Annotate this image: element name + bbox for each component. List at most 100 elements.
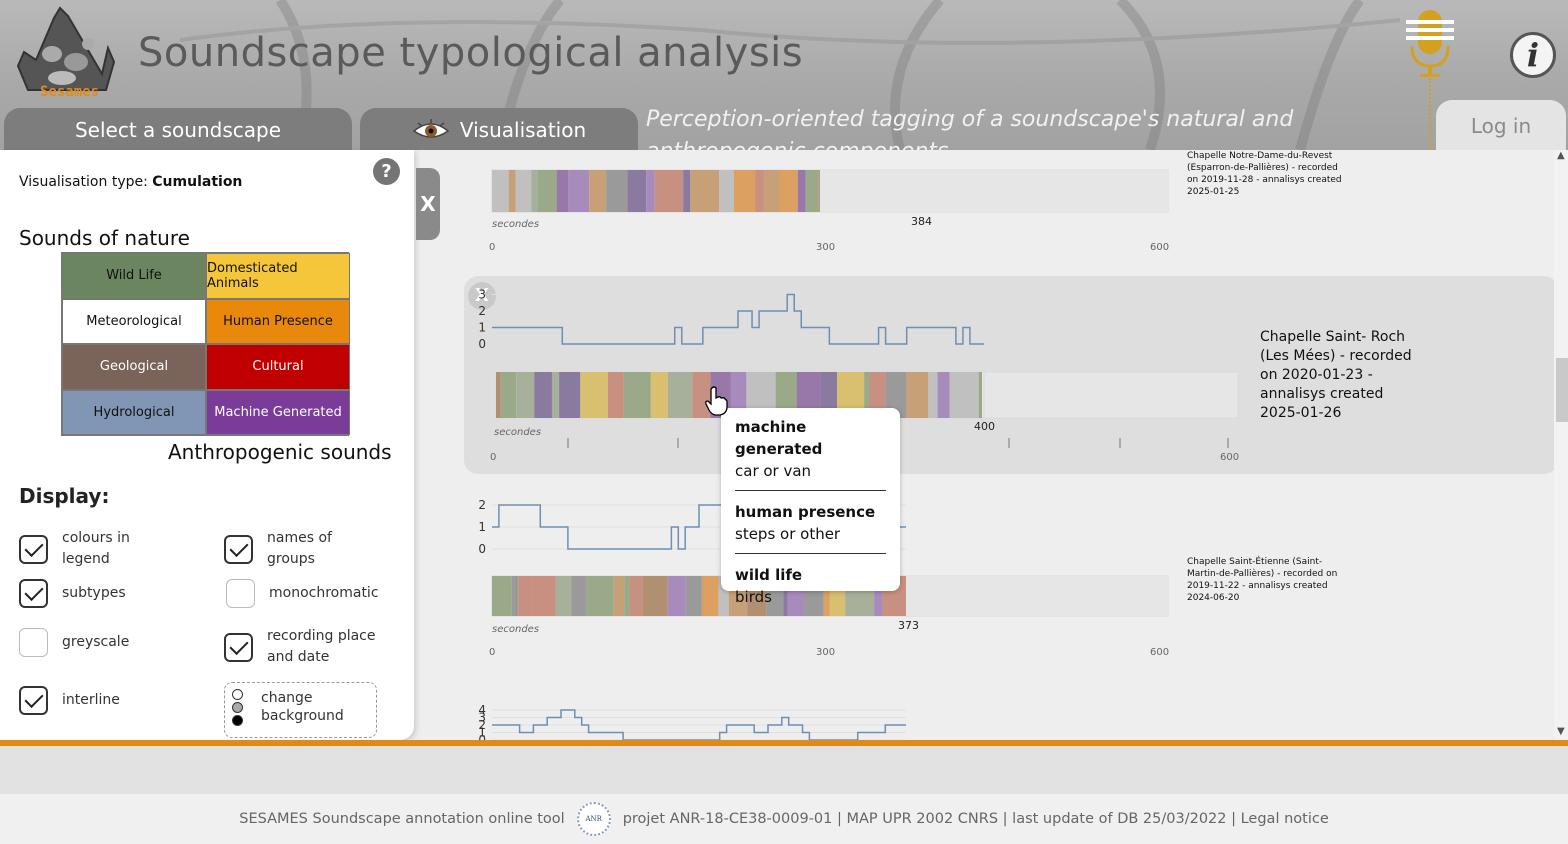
segment-bar[interactable] xyxy=(885,372,907,418)
recording-end-label: 400 xyxy=(974,420,995,433)
checkbox[interactable] xyxy=(19,534,48,564)
segment-bar[interactable] xyxy=(627,170,647,212)
login-button[interactable]: Log in xyxy=(1436,100,1566,150)
remove-recording-button[interactable]: X xyxy=(468,282,496,310)
segment-bar[interactable] xyxy=(775,372,797,418)
segment-bar[interactable] xyxy=(874,576,883,616)
segment-bar[interactable] xyxy=(629,576,643,616)
segment-bar[interactable] xyxy=(692,372,711,418)
segment-bar[interactable] xyxy=(667,372,693,418)
segment-bar[interactable] xyxy=(978,372,982,418)
info-button[interactable]: i xyxy=(1510,32,1556,78)
recording-caption: Chapelle Notre-Dame-du-Revest (Esparron-… xyxy=(1187,151,1342,197)
segment-bar[interactable] xyxy=(642,576,668,616)
checkbox[interactable] xyxy=(19,686,48,715)
segment-bar[interactable] xyxy=(531,576,556,616)
segment-bar[interactable] xyxy=(537,170,557,212)
segment-bar[interactable] xyxy=(650,372,668,418)
option-names-of-groups[interactable]: names of groups xyxy=(224,528,357,570)
segment-bar[interactable] xyxy=(568,170,590,212)
legend-item: Domesticated Animals xyxy=(206,253,350,299)
legend-item: Machine Generated xyxy=(206,389,350,435)
segment-bar[interactable] xyxy=(937,372,950,418)
segment-bar[interactable] xyxy=(511,576,519,616)
segment-bar[interactable] xyxy=(654,170,684,212)
segment-bar[interactable] xyxy=(500,372,517,418)
segment-bar[interactable] xyxy=(820,372,838,418)
segment-bar[interactable] xyxy=(730,372,747,418)
segment-bar[interactable] xyxy=(685,576,702,616)
help-button[interactable]: ? xyxy=(373,158,400,185)
segment-bar[interactable] xyxy=(531,170,538,212)
checkbox[interactable] xyxy=(226,579,255,608)
microphone-menu-icon[interactable] xyxy=(1404,8,1456,80)
segment-bar[interactable] xyxy=(734,170,756,212)
tab-visualisation[interactable]: Visualisation xyxy=(360,108,638,150)
segment-bar[interactable] xyxy=(492,170,509,212)
segment-bar[interactable] xyxy=(534,372,552,418)
scroll-up-arrow[interactable]: ▲ xyxy=(1557,150,1565,161)
checkbox[interactable] xyxy=(19,579,48,608)
checkbox[interactable] xyxy=(224,534,253,564)
segment-bar[interactable] xyxy=(823,576,830,616)
segment-bar[interactable] xyxy=(556,170,569,212)
segment-bar[interactable] xyxy=(797,170,806,212)
option-greyscale[interactable]: greyscale xyxy=(19,628,129,657)
segment-bar[interactable] xyxy=(516,372,535,418)
segment-bar[interactable] xyxy=(864,372,870,418)
segment-bar[interactable] xyxy=(624,576,630,616)
scroll-down-arrow[interactable]: ▼ xyxy=(1557,726,1565,737)
segment-bar[interactable] xyxy=(906,372,929,418)
segment-bar[interactable] xyxy=(646,170,655,212)
segment-bar[interactable] xyxy=(755,170,764,212)
segment-bar[interactable] xyxy=(683,170,691,212)
segment-bar[interactable] xyxy=(496,372,501,418)
tab-select-soundscape[interactable]: Select a soundscape xyxy=(4,108,352,150)
option-colours-in-legend[interactable]: colours in legend xyxy=(19,528,152,570)
change-background-option[interactable]: change background xyxy=(224,682,377,738)
count-tick-label: 3 xyxy=(478,288,486,302)
footer-credits[interactable]: projet ANR-18-CE38-0009-01 | MAP UPR 200… xyxy=(622,811,1329,827)
option-monochromatic[interactable]: monochromatic xyxy=(226,579,379,608)
option-subtypes[interactable]: subtypes xyxy=(19,579,126,608)
option-recording-place-date[interactable]: recording place and date xyxy=(224,626,387,668)
segment-bar[interactable] xyxy=(623,372,651,418)
segment-bar[interactable] xyxy=(586,576,614,616)
segment-bar[interactable] xyxy=(589,170,607,212)
segment-bar[interactable] xyxy=(667,576,686,616)
segment-bar[interactable] xyxy=(606,170,628,212)
segment-bar[interactable] xyxy=(492,576,512,616)
segment-bar[interactable] xyxy=(805,170,819,212)
segment-bar[interactable] xyxy=(718,576,729,616)
segment-bar[interactable] xyxy=(518,576,532,616)
scrollbar[interactable] xyxy=(1554,150,1568,740)
scrollbar-thumb[interactable] xyxy=(1556,358,1568,422)
close-panel-button[interactable]: X xyxy=(416,168,440,240)
option-interline[interactable]: interline xyxy=(19,686,120,715)
segment-bar[interactable] xyxy=(719,170,735,212)
count-tick-label: 1 xyxy=(478,520,486,534)
segment-bar[interactable] xyxy=(515,170,532,212)
segment-bar[interactable] xyxy=(869,372,886,418)
segment-bar[interactable] xyxy=(763,170,780,212)
checkbox[interactable] xyxy=(19,628,48,657)
count-tick-label: 0 xyxy=(478,733,486,740)
segment-bar[interactable] xyxy=(508,170,516,212)
segment-bar[interactable] xyxy=(613,576,625,616)
segment-bar[interactable] xyxy=(701,576,719,616)
segment-bar[interactable] xyxy=(559,372,581,418)
segment-bar[interactable] xyxy=(690,170,720,212)
segment-bar[interactable] xyxy=(555,576,572,616)
segment-bar[interactable] xyxy=(783,576,788,616)
segment-bar[interactable] xyxy=(607,372,624,418)
tick-label: 0 xyxy=(489,647,496,658)
segment-bar[interactable] xyxy=(779,170,798,212)
checkbox[interactable] xyxy=(224,632,253,662)
segment-bar[interactable] xyxy=(796,372,821,418)
tooltip-group: human presence xyxy=(735,503,876,521)
segment-bar[interactable] xyxy=(949,372,979,418)
segment-bar[interactable] xyxy=(571,576,587,616)
segment-bar[interactable] xyxy=(551,372,560,418)
segment-bar[interactable] xyxy=(580,372,608,418)
segment-bar[interactable] xyxy=(928,372,938,418)
